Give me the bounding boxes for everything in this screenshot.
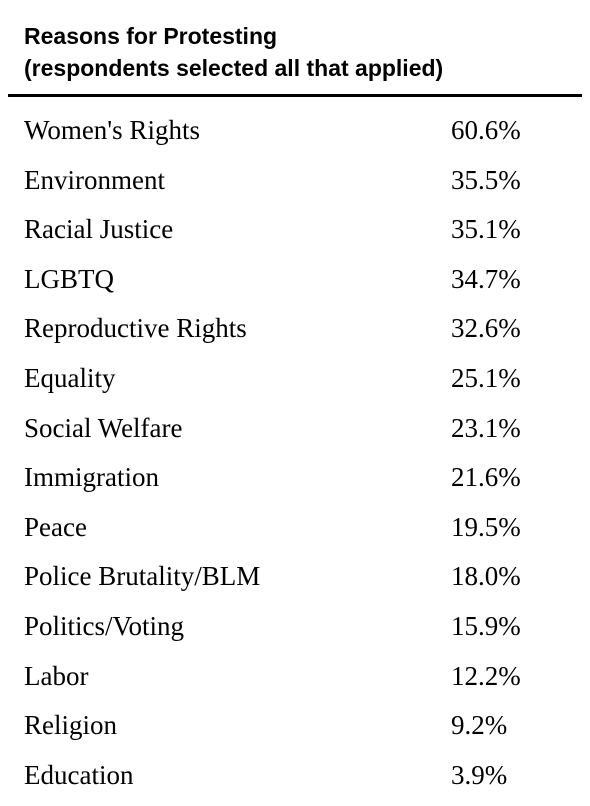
row-value: 60.6% [451,115,521,145]
row-value: 34.7% [451,263,521,294]
row-label: Politics/Voting [24,610,185,641]
header-rule [8,94,582,97]
row-value: 25.1% [451,362,521,393]
protest-reasons-table: Reasons for Protesting (respondents sele… [8,0,582,806]
table-row: Peace 19.5% [8,509,582,559]
row-label: Labor [24,660,89,691]
row-value: 35.5% [451,164,521,195]
row-value: 23.1% [451,412,521,443]
row-value: 19.5% [451,511,521,542]
table-title-line-1: Reasons for Protesting [24,23,278,49]
row-label: Reproductive Rights [24,313,247,344]
row-value: 9.2% [451,710,508,741]
row-label: LGBTQ [24,263,114,294]
table-row: Environment 35.5% [8,162,582,212]
table-title-line-2: (respondents selected all that applied) [24,55,444,81]
table-row: Labor 12.2% [8,658,582,708]
row-label: Police Brutality/BLM [24,561,261,592]
table-row: Religion 9.2% [8,707,582,757]
row-value: 3.9% [451,759,508,790]
row-value: 18.0% [451,561,521,592]
table-row: Social Welfare 23.1% [8,410,582,460]
row-label: Education [24,759,134,790]
row-value: 21.6% [451,462,521,493]
row-label: Religion [24,710,117,741]
table-row: Racial Justice 35.1% [8,211,582,261]
table-row: Politics/Voting 15.9% [8,608,582,658]
table-row: Education 3.9% [8,757,582,806]
row-label: Equality [24,362,116,393]
row-label: Women's Rights [24,115,200,145]
table-header: Reasons for Protesting (respondents sele… [8,0,582,81]
row-label: Social Welfare [24,412,183,443]
table-row: Immigration 21.6% [8,459,582,509]
row-value: 32.6% [451,313,521,344]
table-body: Women's Rights 60.6% Environment 35.5% Racia… [8,112,582,806]
row-value: 12.2% [451,660,521,691]
row-label: Immigration [24,462,159,493]
table-row: LGBTQ 34.7% [8,261,582,311]
table-row: Women's Rights 60.6% [8,112,582,162]
table-row: Reproductive Rights 32.6% [8,310,582,360]
row-value: 35.1% [451,214,521,245]
table-row: Equality 25.1% [8,360,582,410]
row-label: Racial Justice [24,214,174,245]
row-label: Peace [24,511,87,542]
row-label: Environment [24,164,165,195]
table-row: Police Brutality/BLM 18.0% [8,558,582,608]
row-value: 15.9% [451,610,521,641]
